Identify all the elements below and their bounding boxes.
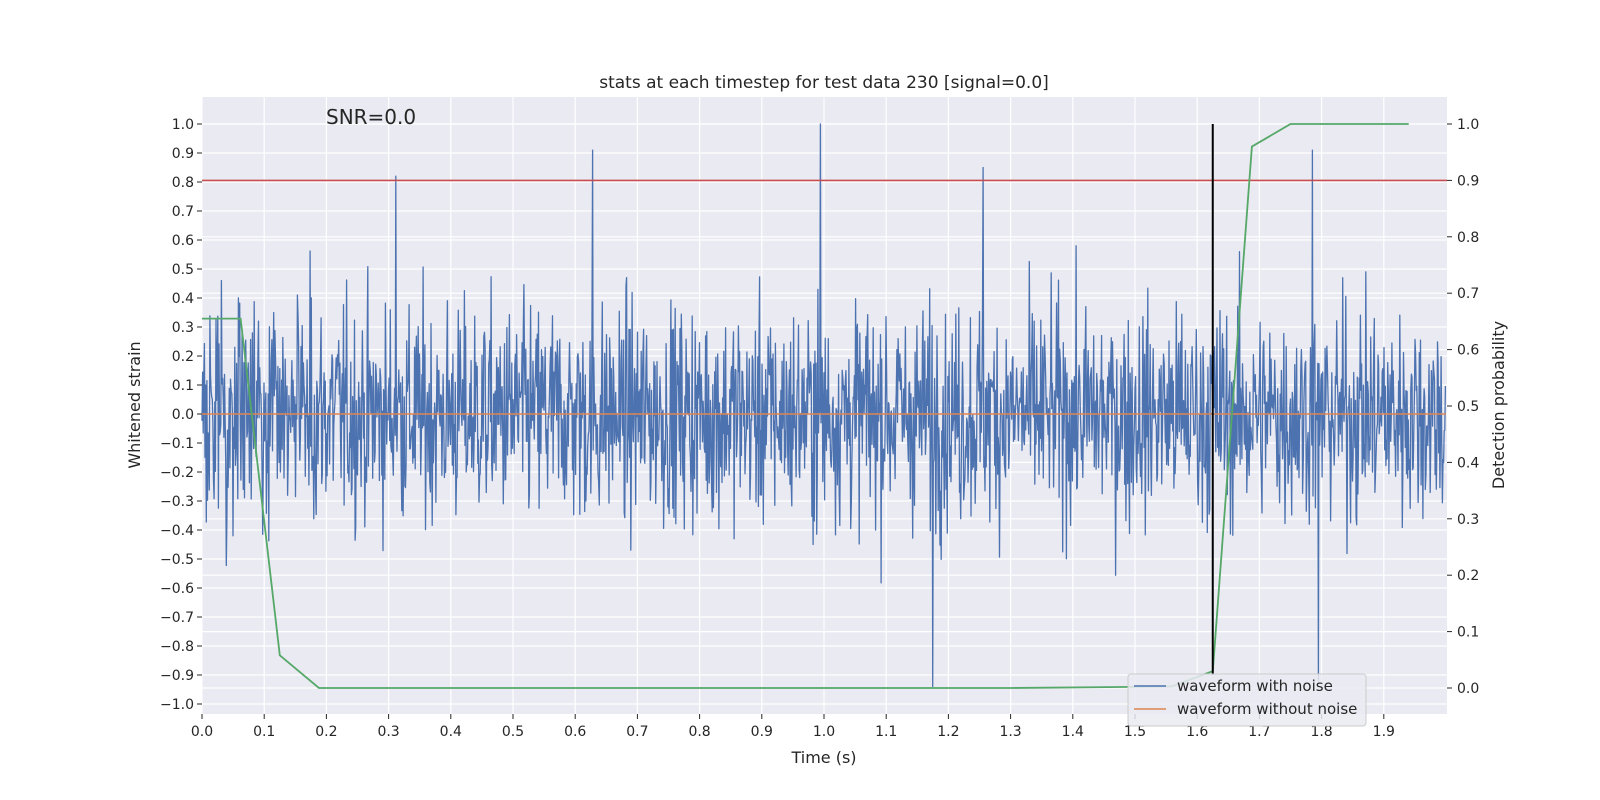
right-tick-label: 0.0 [1457, 681, 1479, 697]
x-tick-label: 0.9 [751, 724, 773, 740]
x-tick-label: 1.1 [875, 724, 897, 740]
right-tick-label: 0.7 [1457, 286, 1479, 302]
x-tick-label: 0.3 [377, 724, 399, 740]
y-tick-label: −0.5 [160, 552, 194, 568]
chart-title: stats at each timestep for test data 230… [599, 73, 1049, 93]
y-tick-label: 0.7 [172, 204, 194, 220]
x-tick-label: 0.7 [626, 724, 648, 740]
y-tick-label: −0.6 [160, 581, 194, 597]
y-tick-label: 0.8 [172, 175, 194, 191]
right-tick-label: 0.4 [1457, 455, 1479, 471]
right-tick-label: 0.6 [1457, 343, 1479, 359]
right-axis-ticks: 1.0 0.9 0.8 0.7 0.6 0.5 0.4 0.3 0.2 0.1 0.0 [1447, 117, 1479, 697]
y-axis-ticks: 1.0 0.9 0.8 0.7 0.6 0.5 0.4 0.3 0.2 0.1 0.0 −0.1 −0.… [160, 117, 202, 713]
right-tick-label: 0.5 [1457, 399, 1479, 415]
detection-probability-line [202, 123, 1409, 689]
x-tick-label: 0.2 [315, 724, 337, 740]
x-tick-label: 0.8 [688, 724, 710, 740]
y-tick-label: −0.4 [160, 523, 194, 539]
x-tick-label: 1.2 [937, 724, 959, 740]
x-tick-label: 1.7 [1248, 724, 1270, 740]
x-tick-label: 1.6 [1186, 724, 1208, 740]
x-tick-label: 0.6 [564, 724, 586, 740]
series-layer [201, 123, 1447, 689]
right-tick-label: 0.1 [1457, 625, 1479, 641]
y-tick-label: −0.8 [160, 639, 194, 655]
x-tick-label: 1.5 [1124, 724, 1146, 740]
y-tick-label: 1.0 [172, 117, 194, 133]
y-tick-label: −0.7 [160, 610, 194, 626]
x-tick-label: 0.4 [440, 724, 462, 740]
y-tick-label: 0.4 [172, 291, 194, 307]
y-tick-label: 0.1 [172, 378, 194, 394]
legend: waveform with noise waveform without noi… [1127, 673, 1367, 727]
snr-annotation: SNR=0.0 [326, 105, 416, 129]
legend-label-clean: waveform without noise [1177, 700, 1357, 718]
y-tick-label: 0.6 [172, 233, 194, 249]
x-tick-label: 1.9 [1373, 724, 1395, 740]
legend-label-noise: waveform with noise [1177, 677, 1333, 695]
waveform-with-noise-line [201, 123, 1447, 688]
y-tick-label: 0.0 [172, 407, 194, 423]
y-tick-label: −0.1 [160, 436, 194, 452]
x-tick-label: 1.8 [1310, 724, 1332, 740]
x-axis-ticks: 0.0 0.1 0.2 0.3 0.4 0.5 0.6 0.7 0.8 0.9 1.0 1.1 1.2 1… [191, 714, 1395, 740]
x-tick-label: 1.3 [999, 724, 1021, 740]
right-tick-label: 1.0 [1457, 117, 1479, 133]
x-tick-label: 0.1 [253, 724, 275, 740]
right-tick-label: 0.2 [1457, 568, 1479, 584]
y-tick-label: 0.2 [172, 349, 194, 365]
x-tick-label: 0.5 [502, 724, 524, 740]
right-tick-label: 0.3 [1457, 512, 1479, 528]
x-tick-label: 0.0 [191, 724, 213, 740]
y-tick-label: −0.3 [160, 494, 194, 510]
y-tick-label: 0.3 [172, 320, 194, 336]
y-tick-label: −0.2 [160, 465, 194, 481]
x-axis-label: Time (s) [790, 748, 856, 767]
y-tick-label: 0.9 [172, 146, 194, 162]
y-axis-label: Whitened strain [125, 341, 144, 468]
y-tick-label: −0.9 [160, 668, 194, 684]
y-tick-label: 0.5 [172, 262, 194, 278]
x-tick-label: 1.0 [813, 724, 835, 740]
right-tick-label: 0.8 [1457, 230, 1479, 246]
right-tick-label: 0.9 [1457, 173, 1479, 189]
legend-box [1127, 673, 1367, 727]
right-axis-label: Detection probability [1489, 321, 1508, 489]
y-tick-label: −1.0 [160, 697, 194, 713]
x-tick-label: 1.4 [1062, 724, 1084, 740]
